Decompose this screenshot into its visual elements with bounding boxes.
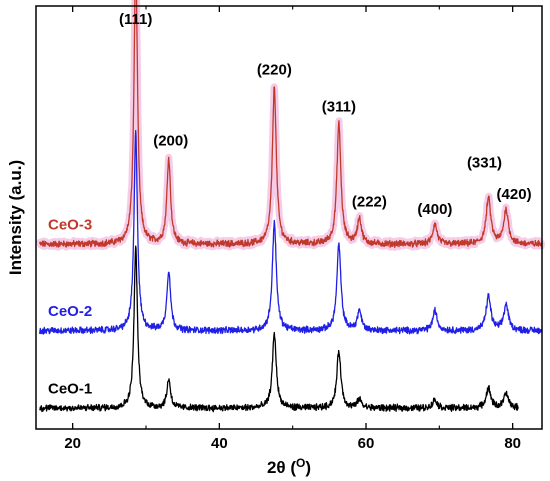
peak-label: (420) <box>497 186 532 203</box>
peak-label: (400) <box>417 201 452 218</box>
series-layer <box>36 0 546 413</box>
series-labels: CeO-3 CeO-2 CeO-1 <box>48 216 92 397</box>
series-ceo-1 <box>39 245 519 413</box>
axes: 20 40 60 80 <box>35 5 543 452</box>
x-tick-label: 80 <box>504 435 521 452</box>
y-axis-title: Intensity (a.u.) <box>6 160 25 275</box>
peak-label: (200) <box>153 132 188 149</box>
series-label-ceo-2: CeO-2 <box>48 303 92 320</box>
peak-label: (220) <box>257 62 292 79</box>
series-ceo-3 <box>36 0 546 251</box>
series-label-ceo-3: CeO-3 <box>48 216 92 233</box>
series-line <box>39 245 519 413</box>
peak-label: (111) <box>119 11 152 28</box>
x-tick-label: 40 <box>211 435 228 452</box>
series-label-ceo-1: CeO-1 <box>48 380 92 397</box>
series-line <box>39 0 543 249</box>
x-tick-label: 60 <box>358 435 375 452</box>
series-line <box>39 129 543 335</box>
peak-label: (222) <box>352 194 387 211</box>
peak-labels: (111) (200) (220) (311) (222) (400) (331) (420) <box>119 11 532 218</box>
x-axis-title: 2θ (O) <box>267 456 311 477</box>
series-highlight <box>36 0 546 251</box>
peak-label: (311) <box>322 99 356 116</box>
peak-label: (331) <box>467 155 502 172</box>
x-tick-label: 20 <box>64 435 81 452</box>
series-ceo-2 <box>39 129 543 335</box>
plot-frame <box>35 5 543 430</box>
